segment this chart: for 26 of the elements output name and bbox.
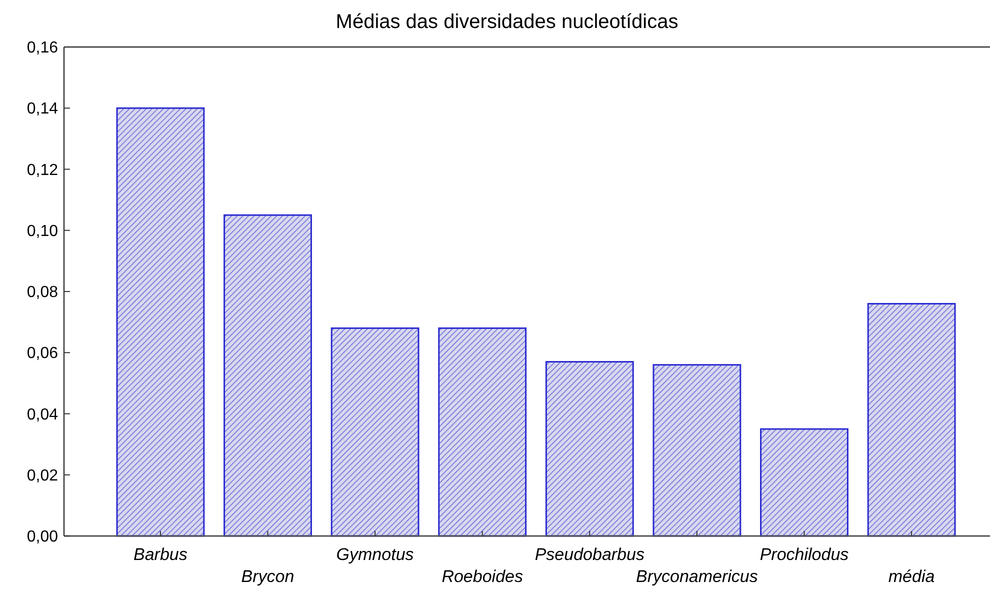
bar: [545, 361, 634, 537]
x-tick-label: Barbus: [134, 545, 188, 564]
x-tick-label: média: [888, 567, 935, 586]
bar: [867, 302, 956, 537]
bar: [224, 214, 312, 537]
y-tick-label: 0,02: [26, 467, 58, 484]
y-tick-label: 0,06: [26, 345, 58, 362]
y-tick-label: 0,12: [26, 162, 58, 179]
bar: [652, 364, 742, 537]
y-tick-label: 0,16: [26, 40, 58, 57]
bar: [760, 428, 848, 537]
chart-title: Médias das diversidades nucleotídicas: [336, 11, 678, 33]
bar: [438, 327, 527, 537]
y-tick-label: 0,04: [26, 406, 58, 424]
x-tick-label: Prochilodus: [760, 545, 850, 564]
x-tick-label: Brycon: [241, 567, 294, 586]
x-tick-label: Pseudobarbus: [534, 545, 645, 564]
bar: [116, 107, 205, 537]
x-tick-label: Bryconamericus: [636, 567, 758, 586]
y-tick-label: 0,10: [26, 222, 58, 240]
bar: [330, 327, 420, 537]
x-tick-label: Roeboides: [442, 567, 524, 586]
x-tick-label: Gymnotus: [336, 545, 414, 564]
y-tick-label: 0,00: [26, 528, 58, 546]
y-tick-label: 0,14: [26, 100, 58, 118]
y-tick-label: 0,08: [26, 284, 58, 302]
